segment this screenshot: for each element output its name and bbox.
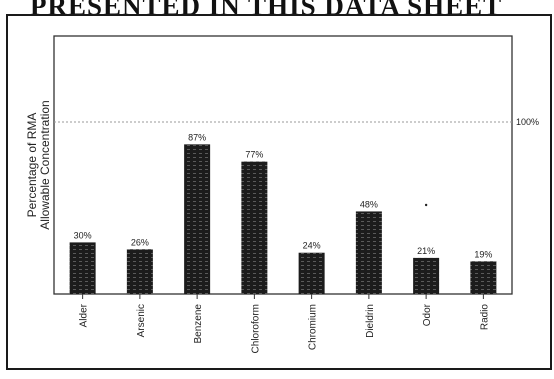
y-axis-title: Percentage of RMA Allowable Concentratio…	[25, 100, 52, 229]
x-tick-label-dieldrin: Dieldrin	[365, 304, 376, 338]
bar-benzene	[184, 144, 211, 294]
value-label-dieldrin: 48%	[360, 199, 378, 209]
bar-chromium	[298, 252, 325, 294]
value-label-arsenic: 26%	[131, 237, 149, 247]
x-tick-label-radio: Radio	[479, 304, 490, 331]
value-label-chloroform: 77%	[245, 150, 263, 160]
value-label-chromium: 24%	[303, 241, 321, 251]
bar-dieldrin	[355, 211, 382, 294]
x-tick-label-alder: Alder	[79, 303, 90, 327]
x-tick-label-chromium: Chromium	[308, 304, 319, 350]
bar-arsenic	[126, 249, 153, 294]
plot-border	[53, 35, 513, 295]
x-tick-label-odor: Odor	[422, 303, 433, 326]
value-label-alder: 30%	[74, 230, 92, 240]
x-tick-label-benzene: Benzene	[193, 304, 204, 344]
y-axis-title-line1: Percentage of RMA	[25, 113, 39, 218]
value-label-benzene: 87%	[188, 132, 206, 142]
bar-chloroform	[241, 161, 268, 294]
x-tick-label-arsenic: Arsenic	[136, 304, 147, 337]
chart-frame	[6, 14, 552, 370]
value-label-radio: 19%	[474, 249, 492, 259]
reference-line-label: 100%	[516, 117, 539, 127]
bar-radio	[470, 261, 497, 294]
y-axis-title-line2: Allowable Concentration	[38, 100, 52, 229]
value-label-odor: 21%	[417, 246, 435, 256]
plot-area: 100%	[53, 35, 539, 295]
bar-odor	[413, 257, 440, 294]
bars-group: 30% Alder 26% Arsenic 87% Benzene 77% Chlorofor…	[69, 132, 497, 353]
scan-speck	[424, 203, 428, 207]
x-tick-label-chloroform: Chloroform	[250, 304, 261, 353]
bar-alder	[69, 242, 96, 294]
